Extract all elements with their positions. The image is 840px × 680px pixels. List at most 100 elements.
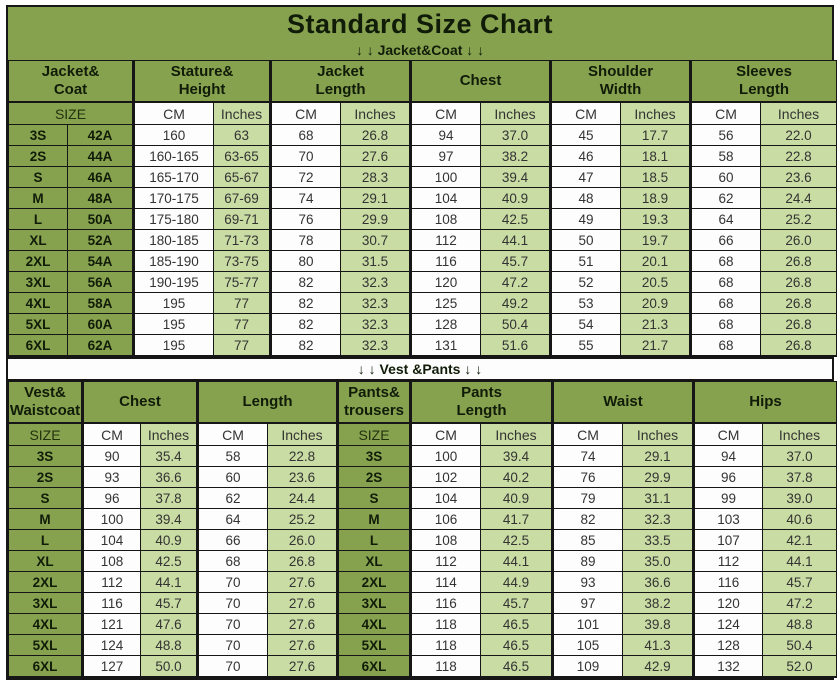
cm-value-cell: 79 xyxy=(551,487,623,509)
subheader-cell-cm: CM xyxy=(409,101,482,125)
inches-value-cell: 40.6 xyxy=(762,508,838,530)
inches-value-cell: 42.5 xyxy=(480,208,552,230)
cm-value-cell: 125 xyxy=(409,292,482,314)
cm-value-cell: 108 xyxy=(409,208,482,230)
inches-value-cell: 29.9 xyxy=(621,466,695,488)
cm-value-cell: 68 xyxy=(689,313,762,335)
cm-value-cell: 114 xyxy=(409,571,481,593)
inches-value-cell: 35.0 xyxy=(621,550,695,572)
size-cell: S xyxy=(8,487,83,509)
cm-value-cell: 66 xyxy=(689,229,762,251)
size-cell: 4XL xyxy=(8,292,68,314)
size-cell: 2XL xyxy=(8,250,68,272)
inches-value-cell: 23.6 xyxy=(760,166,838,188)
inches-value-cell: 26.8 xyxy=(267,550,338,572)
cm-value-cell: 58 xyxy=(196,445,268,467)
table-row: XL 52A 180-185 71-73 78 30.7 112 44.1 50 19.7 66 26… xyxy=(8,229,838,251)
subheader-cell-cm: CM xyxy=(692,422,764,446)
inches-value-cell: 27.6 xyxy=(267,655,338,678)
inches-value-cell: 46.5 xyxy=(480,655,553,678)
inches-value-cell: 36.6 xyxy=(621,571,695,593)
size-cell: 52A xyxy=(66,229,135,251)
size-cell: 62A xyxy=(66,334,135,357)
cm-value-cell: 195 xyxy=(132,334,215,357)
inches-value-cell: 22.0 xyxy=(760,124,838,146)
inches-value-cell: 25.2 xyxy=(267,508,338,530)
column-group-row: Jacket& Coat Stature& Height Jacket Length… xyxy=(7,60,838,103)
table-body: 3S 42A 160 63 68 26.8 94 37.0 45 17.7 56 22.0 2S 44A 1… xyxy=(8,124,838,357)
subheader-cell-in: Inches xyxy=(621,422,695,446)
size-cell: 3XL xyxy=(8,271,68,293)
cm-value-cell: 99 xyxy=(692,487,764,509)
column-group-header: Chest xyxy=(81,381,198,424)
inches-value-cell: 71-73 xyxy=(213,229,272,251)
cm-value-cell: 116 xyxy=(409,592,481,614)
cm-value-cell: 76 xyxy=(269,208,342,230)
cm-value-cell: 74 xyxy=(551,445,623,467)
cm-value-cell: 102 xyxy=(409,466,481,488)
inches-value-cell: 67-69 xyxy=(213,187,272,209)
cm-value-cell: 68 xyxy=(689,334,762,357)
cm-value-cell: 85 xyxy=(551,529,623,551)
inches-value-cell: 24.4 xyxy=(760,187,838,209)
cm-value-cell: 175-180 xyxy=(132,208,215,230)
inches-value-cell: 75-77 xyxy=(213,271,272,293)
cm-value-cell: 64 xyxy=(689,208,762,230)
inches-value-cell: 27.6 xyxy=(267,571,338,593)
table-row: 4XL 121 47.6 70 27.6 4XL 118 46.5 101 39.8 124 48.8 xyxy=(8,613,838,635)
cm-value-cell: 132 xyxy=(692,655,764,678)
inches-value-cell: 48.8 xyxy=(140,634,198,656)
inches-value-cell: 39.4 xyxy=(480,166,552,188)
inches-value-cell: 24.4 xyxy=(267,487,338,509)
inches-value-cell: 73-75 xyxy=(213,250,272,272)
inches-value-cell: 29.1 xyxy=(340,187,412,209)
cm-value-cell: 76 xyxy=(551,466,623,488)
subheader-cell-cm: CM xyxy=(196,422,268,446)
size-cell: 6XL xyxy=(8,334,68,357)
inches-value-cell: 42.5 xyxy=(140,550,198,572)
subheader-cell-in: Inches xyxy=(340,101,412,125)
cm-value-cell: 89 xyxy=(551,550,623,572)
size-cell: XL xyxy=(8,229,68,251)
inches-value-cell: 39.4 xyxy=(140,508,198,530)
cm-value-cell: 112 xyxy=(409,550,481,572)
inches-value-cell: 50.4 xyxy=(480,313,552,335)
cm-value-cell: 180-185 xyxy=(132,229,215,251)
cm-value-cell: 108 xyxy=(81,550,141,572)
cm-value-cell: 64 xyxy=(196,508,268,530)
inches-value-cell: 22.8 xyxy=(267,445,338,467)
subheader-row: SIZE CM Inches CM Inches SIZE CM Inches CM Inches… xyxy=(8,422,838,446)
cm-value-cell: 116 xyxy=(409,250,482,272)
cm-value-cell: 70 xyxy=(196,655,268,678)
inches-value-cell: 77 xyxy=(213,313,272,335)
size-cell: 2S xyxy=(8,145,68,167)
inches-value-cell: 50.4 xyxy=(762,634,838,656)
inches-value-cell: 44.1 xyxy=(140,571,198,593)
column-group-header: Pants Length xyxy=(409,381,553,424)
inches-value-cell: 20.5 xyxy=(620,271,692,293)
cm-value-cell: 72 xyxy=(269,166,342,188)
inches-value-cell: 45.7 xyxy=(480,592,553,614)
page-title: Standard Size Chart xyxy=(286,9,554,39)
size-cell: L xyxy=(8,529,83,551)
inches-value-cell: 26.8 xyxy=(760,334,838,357)
size-cell: 2XL xyxy=(336,571,411,593)
cm-value-cell: 90 xyxy=(81,445,141,467)
cm-value-cell: 62 xyxy=(689,187,762,209)
inches-value-cell: 44.9 xyxy=(480,571,553,593)
inches-value-cell: 31.5 xyxy=(340,250,412,272)
cm-value-cell: 195 xyxy=(132,292,215,314)
inches-value-cell: 63-65 xyxy=(213,145,272,167)
cm-value-cell: 124 xyxy=(81,634,141,656)
cm-value-cell: 58 xyxy=(689,145,762,167)
size-cell: 3XL xyxy=(8,592,83,614)
cm-value-cell: 74 xyxy=(269,187,342,209)
cm-value-cell: 96 xyxy=(81,487,141,509)
subheader-cell-size: SIZE xyxy=(8,422,83,446)
cm-value-cell: 46 xyxy=(549,145,622,167)
inches-value-cell: 20.1 xyxy=(620,250,692,272)
cm-value-cell: 100 xyxy=(81,508,141,530)
cm-value-cell: 112 xyxy=(81,571,141,593)
subheader-cell-cm: CM xyxy=(551,422,623,446)
table-header: Jacket& Coat Stature& Height Jacket Length… xyxy=(7,60,838,125)
